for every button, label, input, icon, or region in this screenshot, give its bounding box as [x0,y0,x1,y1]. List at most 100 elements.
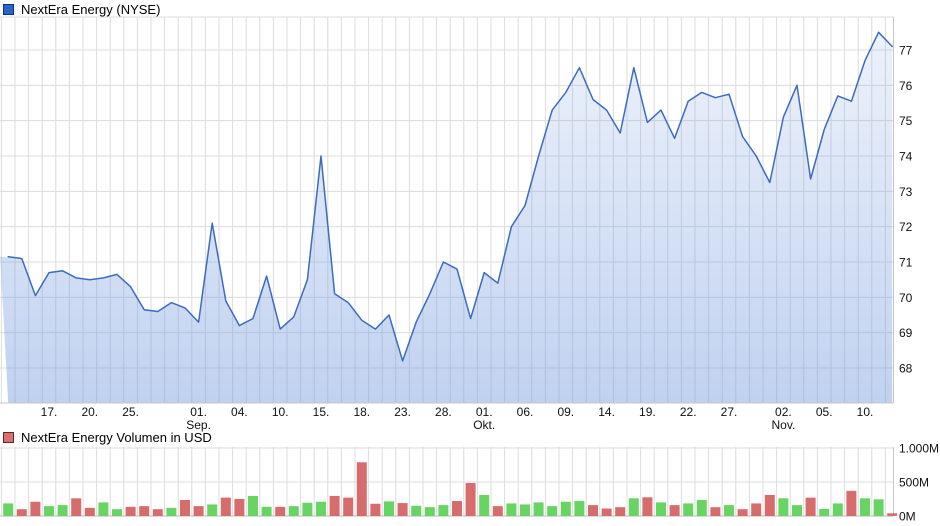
x-tick-label: 27. [721,405,738,419]
volume-bar [506,503,517,516]
volume-bar [71,498,82,516]
volume-bar [778,498,789,516]
x-tick-label: 28. [435,405,452,419]
volume-bar [574,501,585,516]
x-tick-label: 02. [775,405,792,419]
volume-bar [261,506,272,516]
price-area [0,32,893,404]
volume-bar [84,507,95,516]
volume-bar [615,507,626,516]
volume-bar [669,505,680,516]
x-tick-month-label: Nov. [772,418,796,432]
x-tick-label: 25. [122,405,139,419]
volume-bars [3,462,898,516]
volume-bar [520,504,530,516]
volume-bar [819,508,830,516]
volume-bar [397,503,408,516]
x-tick-label: 18. [353,405,370,419]
volume-bar [166,507,177,516]
price-y-tick-label: 74 [899,150,913,164]
price-y-tick-label: 70 [899,291,913,305]
price-y-tick-label: 72 [899,220,913,234]
volume-bar [248,495,258,516]
volume-bar [343,497,354,516]
price-series [0,31,893,404]
volume-bar [329,495,340,516]
x-tick-label: 22. [680,405,697,419]
volume-bar [860,498,870,516]
volume-bar [438,505,449,516]
volume-y-tick-label: 500M [899,476,929,490]
volume-bar [16,509,27,516]
x-tick-label: 19. [639,405,656,419]
volume-bar [288,506,299,516]
price-y-tick-label: 77 [899,44,913,58]
price-y-tick-label: 69 [899,326,913,340]
volume-bar [479,494,490,516]
volume-bar [234,499,245,516]
x-tick-label: 01. [476,405,493,419]
volume-y-axis-labels: 0M 500M 1.000M [899,442,939,524]
x-axis-labels: 17. 20. 25. 01.Sep.04. 10. 15. 18. 23. 28. 01.Okt… [41,405,874,432]
x-tick-label: 23. [394,405,411,419]
price-y-tick-label: 76 [899,79,913,93]
volume-bar [792,505,802,516]
volume-bar [193,506,204,516]
volume-bar [560,501,571,516]
volume-bar [696,500,707,516]
volume-y-tick-label: 1.000M [899,442,939,456]
volume-bar [832,503,843,516]
volume-bar [384,501,394,516]
volume-legend: NextEra Energy Volumen in USD [3,430,212,445]
volume-bar [683,503,694,516]
volume-bar [302,502,313,516]
volume-bar [846,490,857,516]
x-tick-label: 05. [816,405,833,419]
volume-y-tick-label: 0M [899,510,916,524]
x-tick-label: 06. [517,405,534,419]
volume-bar [737,509,748,516]
volume-bar [601,508,612,516]
price-y-tick-label: 73 [899,185,913,199]
volume-bar [588,505,598,516]
volume-bar [30,501,41,516]
volume-bar [628,498,639,516]
x-tick-label: 10. [857,405,874,419]
price-axis-lines [0,17,894,404]
volume-bar [3,503,14,516]
price-legend: NextEra Energy (NYSE) [3,2,160,17]
volume-bar [152,509,163,516]
volume-bar [805,497,816,516]
price-series-marker-icon [3,4,14,15]
volume-bar [424,507,435,516]
volume-bar [764,494,775,516]
x-tick-month-label: Sep. [186,418,211,432]
volume-bar [887,513,898,516]
volume-bar [751,503,762,516]
volume-bar [547,506,558,516]
volume-bar [411,505,422,516]
x-tick-label: 20. [81,405,98,419]
volume-bar [642,497,653,516]
price-y-tick-label: 75 [899,114,913,128]
volume-gridlines [0,447,894,516]
volume-legend-label: NextEra Energy Volumen in USD [21,430,212,445]
price-line [7,31,893,362]
volume-bar [492,506,503,516]
volume-bar [220,497,231,516]
price-legend-label: NextEra Energy (NYSE) [21,2,161,17]
price-y-tick-label: 68 [899,362,913,376]
volume-bar [710,507,721,516]
volume-bar [465,483,476,516]
volume-series-marker-icon [3,432,14,443]
x-tick-label: 14. [598,405,615,419]
volume-bar [370,503,381,516]
x-tick-label: 04. [231,405,248,419]
volume-bar [112,509,122,516]
volume-bar [57,505,68,516]
volume-bar [180,500,190,516]
volume-bar [98,502,109,516]
price-y-tick-label: 71 [899,256,913,270]
